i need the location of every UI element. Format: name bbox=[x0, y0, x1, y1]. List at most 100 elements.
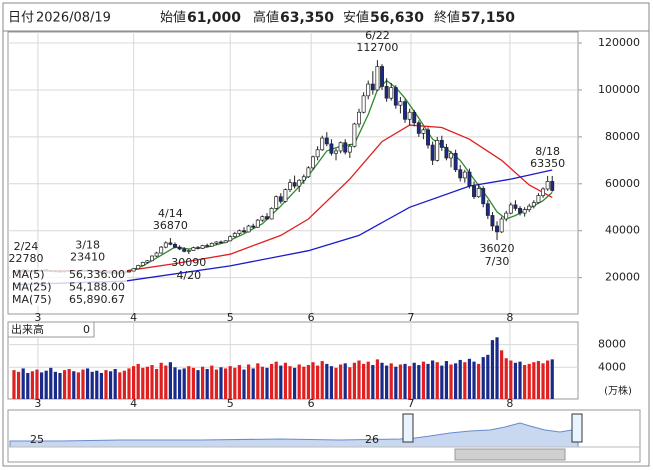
candle-body bbox=[205, 245, 210, 247]
navigator-handle-left[interactable] bbox=[402, 413, 414, 443]
candle-body bbox=[403, 101, 407, 120]
candle-body bbox=[361, 95, 366, 113]
candle-body bbox=[472, 185, 476, 198]
annotation-value: 63350 bbox=[530, 157, 565, 170]
navigator-handle-right[interactable] bbox=[571, 413, 583, 443]
volume-bar bbox=[177, 369, 182, 399]
legend-value: 65,890.67 bbox=[69, 293, 125, 306]
volume-bar bbox=[463, 362, 467, 399]
candle-body bbox=[357, 111, 361, 125]
volume-bar bbox=[339, 364, 343, 399]
volume-bar bbox=[39, 372, 44, 399]
candle-body bbox=[251, 225, 256, 228]
candle-body bbox=[246, 225, 251, 233]
annotation-value: 30090 bbox=[171, 256, 206, 269]
legend-value: 56,336.00 bbox=[69, 268, 125, 281]
header-label: 安値 bbox=[343, 10, 369, 26]
volume-bar bbox=[311, 362, 315, 399]
volume-bar bbox=[141, 367, 145, 399]
candle-body bbox=[163, 242, 168, 248]
volume-bar bbox=[164, 365, 168, 399]
candle-body bbox=[159, 246, 164, 254]
volume-bar bbox=[118, 372, 122, 399]
volume-bar bbox=[26, 372, 30, 399]
candle-body bbox=[527, 205, 532, 210]
candle-body bbox=[150, 255, 154, 262]
candle-body bbox=[545, 181, 550, 190]
volume-bar bbox=[546, 360, 550, 399]
volume-bar bbox=[49, 367, 53, 399]
volume-title: 出来高 bbox=[11, 322, 44, 336]
volume-bar bbox=[145, 366, 149, 399]
candle-body bbox=[200, 245, 205, 249]
volume-bar bbox=[477, 363, 481, 399]
volume-bar bbox=[509, 360, 513, 399]
candle-body bbox=[444, 147, 449, 159]
volume-bar bbox=[205, 368, 209, 399]
volume-bar bbox=[122, 370, 126, 399]
ma-legend: MA(5) 56,336.00 MA(25) 54,188.00 MA(75) 65,89… bbox=[10, 268, 127, 306]
volume-bar bbox=[297, 364, 301, 399]
annotation-value: 36870 bbox=[153, 219, 188, 232]
candle-body bbox=[513, 204, 518, 209]
volume-bar bbox=[62, 370, 67, 399]
candle-body bbox=[384, 86, 389, 99]
volume-bar bbox=[270, 363, 274, 399]
candle-body bbox=[412, 111, 417, 124]
navigator-scrollbar[interactable] bbox=[454, 448, 566, 461]
candle-body bbox=[467, 171, 472, 187]
candle-body bbox=[168, 242, 173, 245]
volume-bar bbox=[532, 362, 536, 399]
volume-bar bbox=[168, 362, 172, 399]
volume-bar bbox=[214, 369, 219, 399]
candle-body bbox=[407, 111, 412, 120]
volume-bar bbox=[191, 367, 195, 399]
volume-current: 0 bbox=[83, 323, 90, 336]
volume-bar bbox=[53, 371, 57, 399]
ma-line bbox=[13, 124, 553, 273]
month-axis-top: 3 4 5 6 7 8 bbox=[34, 311, 513, 324]
candle-body bbox=[453, 152, 458, 171]
annotation-value: 36020 bbox=[480, 242, 515, 255]
volume-bar bbox=[30, 371, 34, 399]
volume-bar bbox=[486, 354, 490, 399]
candle-body bbox=[536, 195, 541, 203]
candle-body bbox=[301, 176, 306, 181]
candle-body bbox=[209, 243, 214, 247]
annotation-date: 4/14 bbox=[158, 207, 183, 220]
candle-body bbox=[476, 188, 481, 198]
volume-bar bbox=[113, 368, 117, 399]
volume-bar bbox=[449, 364, 453, 399]
candle-body bbox=[136, 265, 141, 270]
y-tick-label: 60000 bbox=[605, 177, 640, 190]
volume-bar bbox=[251, 368, 255, 399]
volume-bar bbox=[237, 365, 242, 399]
candle-body bbox=[389, 87, 394, 99]
candle-body bbox=[343, 142, 348, 153]
annotation-value: 22780 bbox=[9, 252, 44, 265]
candle-body bbox=[265, 216, 269, 220]
x-tick-label: 4 bbox=[130, 311, 137, 324]
header-value: 2026/08/19 bbox=[36, 11, 111, 26]
candle-body bbox=[186, 250, 191, 252]
annotation-date: 7/30 bbox=[485, 255, 510, 268]
candle-body bbox=[347, 145, 352, 153]
candle-body bbox=[173, 243, 177, 248]
x-tick-label: 8 bbox=[506, 397, 513, 410]
candle-body bbox=[283, 189, 288, 202]
volume-bar bbox=[403, 363, 407, 399]
volume-bar bbox=[196, 370, 200, 399]
header-label: 日付 bbox=[8, 11, 34, 26]
volume-bar bbox=[412, 362, 416, 399]
candle-body bbox=[485, 203, 490, 216]
legend-name: MA(5) bbox=[12, 268, 45, 281]
candle-body bbox=[430, 144, 435, 161]
candle-body bbox=[522, 209, 527, 214]
candle-body bbox=[219, 241, 223, 244]
x-tick-label: 4 bbox=[130, 397, 137, 410]
volume-bar bbox=[274, 361, 278, 399]
volume-bar bbox=[210, 365, 214, 399]
volume-bar bbox=[265, 367, 269, 399]
volume-bar bbox=[541, 363, 545, 399]
